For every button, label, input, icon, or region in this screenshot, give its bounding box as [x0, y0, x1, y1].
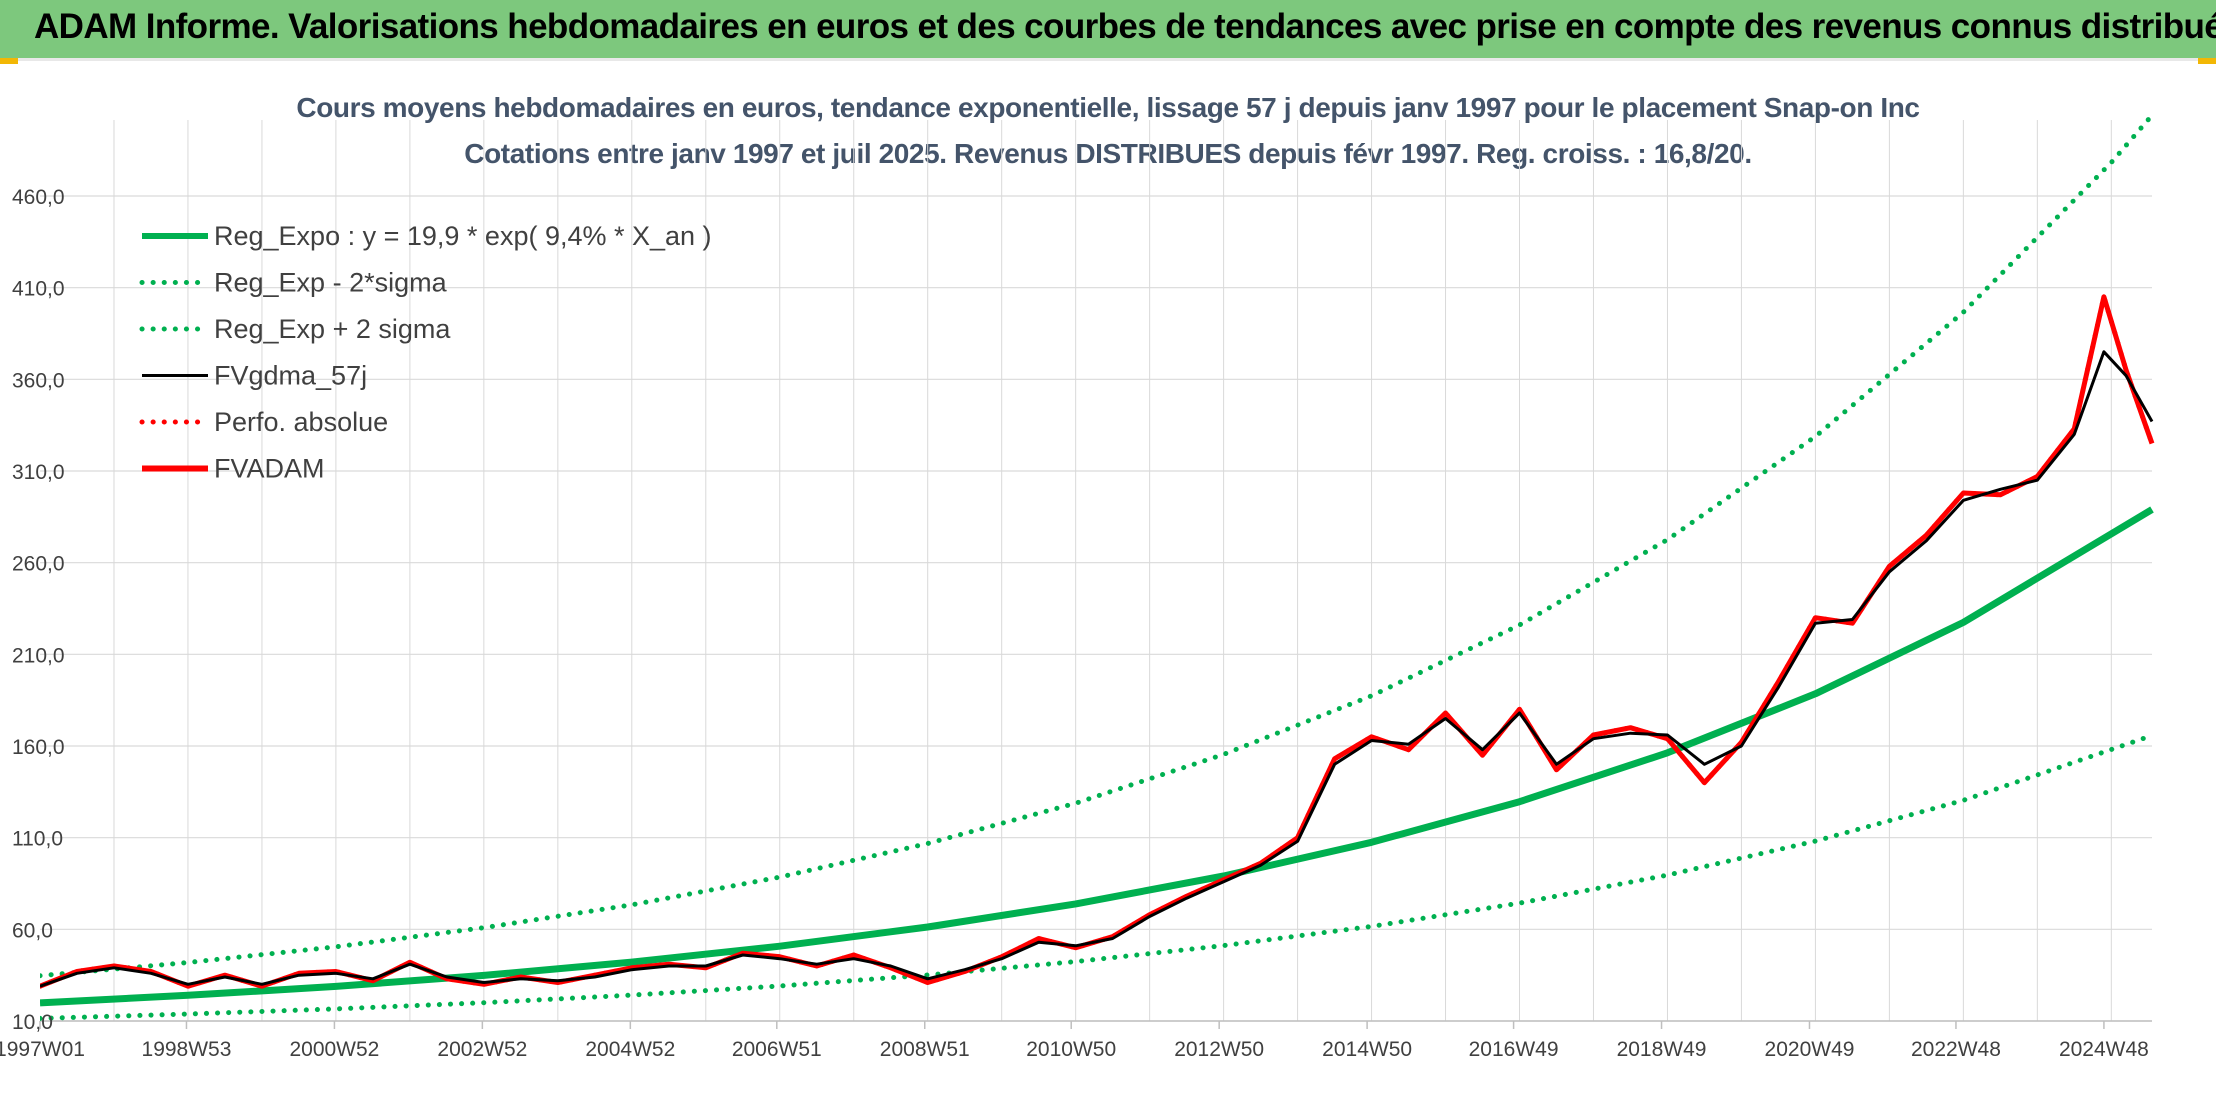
- x-axis: 1997W01 1998W53 2000W52 2002W52 2004W52 2006W…: [0, 1021, 2149, 1061]
- x-tick-label: 2018W49: [1617, 1038, 1707, 1061]
- x-tick-label: 2016W49: [1469, 1038, 1559, 1061]
- series-group: [40, 115, 2155, 1021]
- header-banner: ADAM Informe. Valorisations hebdomadaire…: [0, 0, 2216, 61]
- y-tick-label: 310,0: [12, 461, 65, 484]
- x-tick-label: 2024W48: [2059, 1038, 2149, 1061]
- series-line-4: [40, 294, 2155, 989]
- legend-label: Reg_Exp - 2*sigma: [214, 268, 448, 298]
- x-tick-label: 2010W50: [1026, 1038, 1116, 1061]
- x-tick-label: 2020W49: [1765, 1038, 1855, 1061]
- chart-subtitle: Cotations entre janv 1997 et juil 2025. …: [464, 138, 1752, 169]
- x-tick-label: 2004W52: [585, 1038, 675, 1061]
- x-tick-label: 2022W48: [1911, 1038, 2001, 1061]
- legend-label: FVgdma_57j: [214, 361, 367, 391]
- legend-label: Perfo. absolue: [214, 407, 388, 437]
- y-tick-label: 260,0: [12, 553, 65, 576]
- legend-label: FVADAM: [214, 454, 325, 484]
- legend: Reg_Expo : y = 19,9 * exp( 9,4% * X_an )…: [139, 221, 712, 484]
- y-tick-label: 360,0: [12, 369, 65, 392]
- x-tick-label: 2002W52: [437, 1038, 527, 1061]
- series-line-5: [40, 294, 2155, 989]
- legend-label: Reg_Expo : y = 19,9 * exp( 9,4% * X_an ): [214, 221, 712, 251]
- y-tick-label: 110,0: [12, 828, 63, 851]
- y-tick-label: 460,0: [12, 186, 65, 209]
- chart-area: 10,0 60,0 110,0 160,0 210,0 260,0 310,0 360,0 41…: [0, 115, 2155, 1061]
- y-tick-label: 10,0: [12, 1011, 53, 1034]
- corner-accent: [0, 58, 18, 64]
- chart-title: Cours moyens hebdomadaires en euros, ten…: [296, 92, 1920, 123]
- page-title: ADAM Informe. Valorisations hebdomadaire…: [34, 7, 2216, 46]
- y-axis: 10,0 60,0 110,0 160,0 210,0 260,0 310,0 360,0 41…: [12, 186, 65, 1034]
- y-tick-label: 60,0: [12, 919, 53, 942]
- x-tick-label: 2006W51: [732, 1038, 822, 1061]
- x-tick-label: 2012W50: [1174, 1038, 1264, 1061]
- x-tick-label: 1998W53: [142, 1038, 232, 1061]
- x-tick-label: 2014W50: [1322, 1038, 1412, 1061]
- x-tick-label: 1997W01: [0, 1038, 85, 1061]
- series-line-1: [40, 733, 2155, 1021]
- series-line-2: [40, 115, 2155, 979]
- series-line-3: [40, 350, 2154, 988]
- corner-accent: [2198, 58, 2216, 64]
- y-tick-label: 210,0: [12, 644, 65, 667]
- legend-label: Reg_Exp + 2 sigma: [214, 314, 451, 344]
- x-tick-label: 2008W51: [880, 1038, 970, 1061]
- x-tick-label: 2000W52: [289, 1038, 379, 1061]
- y-tick-label: 410,0: [12, 278, 65, 301]
- y-tick-label: 160,0: [12, 736, 65, 759]
- grid: [40, 120, 2152, 1022]
